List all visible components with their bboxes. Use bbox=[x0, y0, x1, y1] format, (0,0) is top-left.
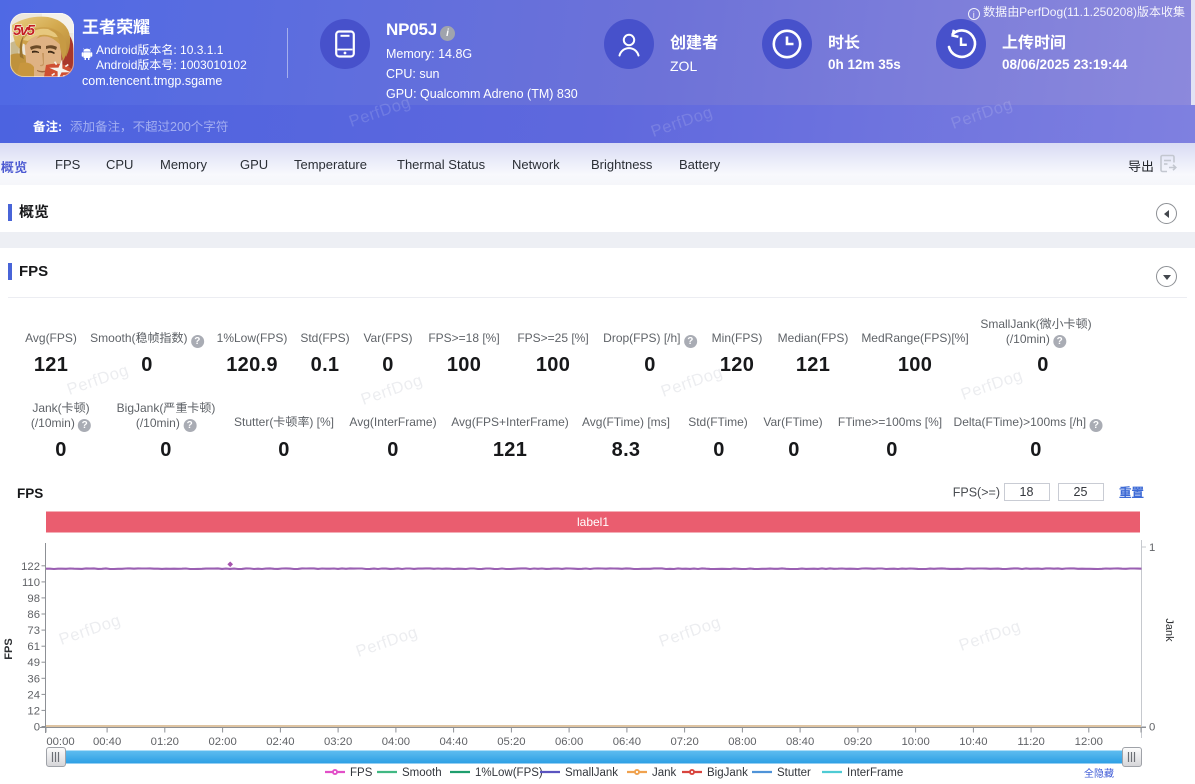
svg-text:01:20: 01:20 bbox=[151, 736, 179, 748]
svg-text:61: 61 bbox=[27, 641, 40, 653]
svg-text:Jank: Jank bbox=[1163, 618, 1175, 642]
svg-text:86: 86 bbox=[27, 609, 40, 621]
svg-text:Smooth: Smooth bbox=[402, 767, 442, 779]
svg-text:1: 1 bbox=[1149, 542, 1155, 554]
svg-text:1%Low(FPS): 1%Low(FPS) bbox=[475, 767, 543, 779]
svg-text:Jank: Jank bbox=[652, 767, 677, 779]
svg-text:02:00: 02:00 bbox=[208, 736, 236, 748]
svg-text:0: 0 bbox=[1149, 722, 1155, 734]
svg-text:FPS: FPS bbox=[350, 767, 373, 779]
svg-text:04:00: 04:00 bbox=[382, 736, 410, 748]
svg-text:36: 36 bbox=[27, 673, 40, 685]
svg-text:04:40: 04:40 bbox=[439, 736, 467, 748]
svg-text:24: 24 bbox=[27, 689, 40, 701]
svg-text:10:00: 10:00 bbox=[901, 736, 929, 748]
svg-text:label1: label1 bbox=[577, 515, 609, 529]
svg-text:98: 98 bbox=[27, 593, 40, 605]
svg-text:122: 122 bbox=[21, 561, 40, 573]
svg-text:09:20: 09:20 bbox=[844, 736, 872, 748]
svg-text:05:20: 05:20 bbox=[497, 736, 525, 748]
svg-text:FPS: FPS bbox=[3, 638, 15, 659]
svg-text:FPS(>=): FPS(>=) bbox=[953, 486, 1000, 500]
svg-text:5v5: 5v5 bbox=[13, 22, 36, 39]
svg-text:12:00: 12:00 bbox=[1075, 736, 1103, 748]
svg-text:0: 0 bbox=[34, 722, 40, 734]
svg-text:00:00: 00:00 bbox=[46, 736, 74, 748]
svg-text:11:20: 11:20 bbox=[1017, 736, 1044, 748]
svg-text:BigJank: BigJank bbox=[707, 767, 748, 779]
svg-text:SmallJank: SmallJank bbox=[565, 767, 618, 779]
svg-text:InterFrame: InterFrame bbox=[847, 767, 903, 779]
svg-text:00:40: 00:40 bbox=[93, 736, 121, 748]
svg-text:10:40: 10:40 bbox=[959, 736, 987, 748]
svg-text:08:40: 08:40 bbox=[786, 736, 814, 748]
svg-text:06:00: 06:00 bbox=[555, 736, 583, 748]
svg-text:49: 49 bbox=[27, 657, 40, 669]
svg-text:12: 12 bbox=[27, 705, 40, 717]
svg-text:110: 110 bbox=[22, 577, 40, 589]
svg-text:02:40: 02:40 bbox=[266, 736, 294, 748]
svg-text:FPS: FPS bbox=[17, 486, 43, 501]
svg-text:06:40: 06:40 bbox=[613, 736, 641, 748]
svg-text:全隐藏: 全隐藏 bbox=[1084, 767, 1114, 780]
svg-text:03:20: 03:20 bbox=[324, 736, 352, 748]
svg-text:08:00: 08:00 bbox=[728, 736, 756, 748]
svg-text:Stutter: Stutter bbox=[777, 767, 811, 779]
svg-text:07:20: 07:20 bbox=[670, 736, 698, 748]
svg-text:25: 25 bbox=[1074, 485, 1088, 499]
svg-text:73: 73 bbox=[27, 625, 40, 637]
svg-text:18: 18 bbox=[1020, 485, 1034, 499]
svg-text:重置: 重置 bbox=[1119, 485, 1145, 500]
